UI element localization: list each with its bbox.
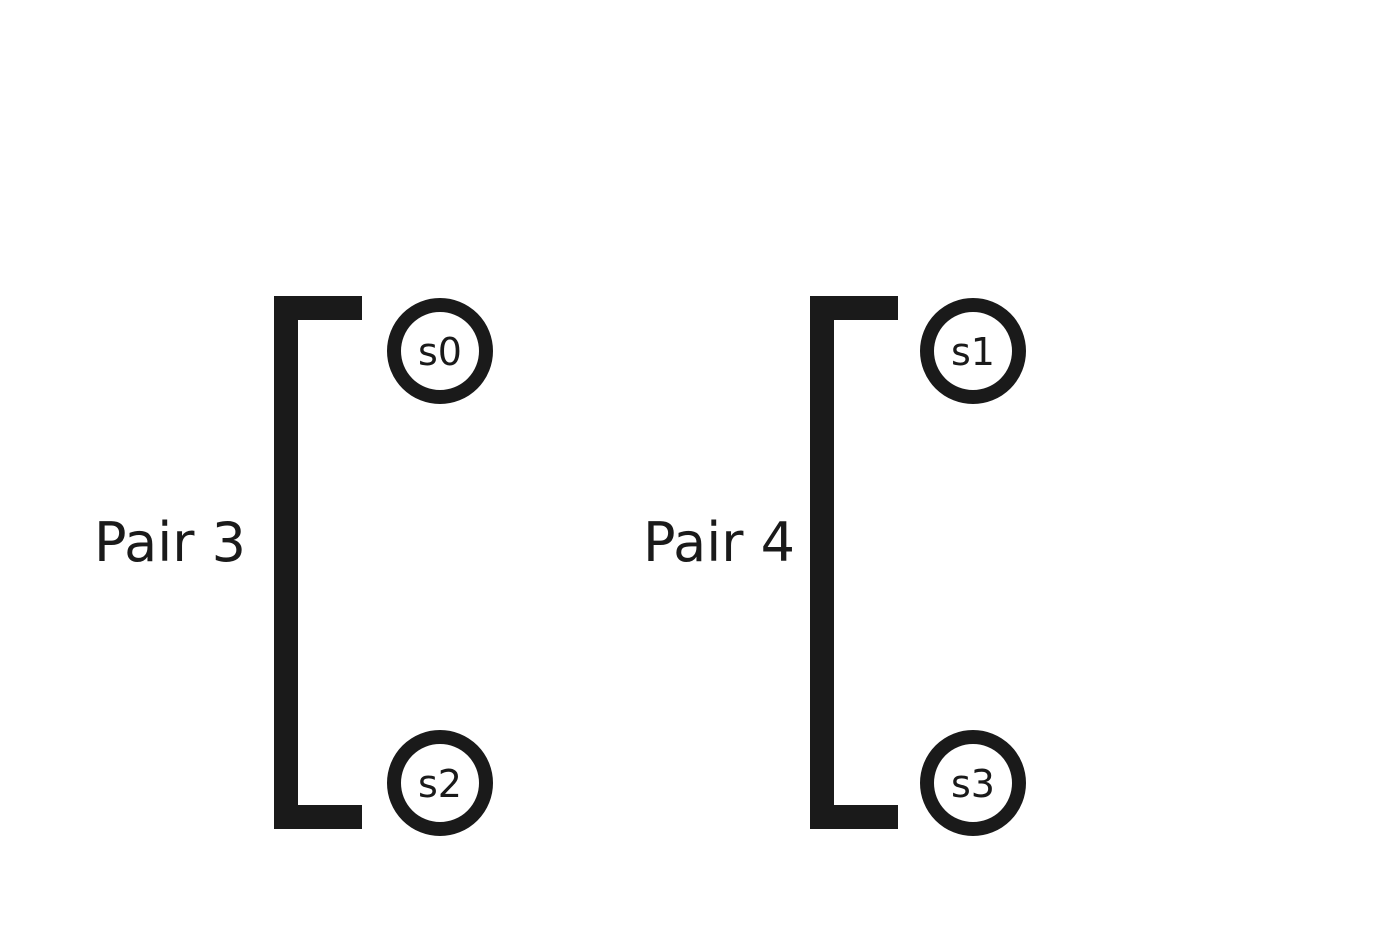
pair-label-4: Pair 4 xyxy=(643,511,795,574)
node-label: s2 xyxy=(418,762,462,806)
node-circle xyxy=(920,298,1026,404)
node-circle xyxy=(387,298,493,404)
node-s0: s0 xyxy=(387,298,493,404)
node-label: s3 xyxy=(951,762,995,806)
pair-bracket-4 xyxy=(810,296,898,829)
node-label: s1 xyxy=(951,330,995,374)
pair-label-3: Pair 3 xyxy=(94,511,246,574)
node-s2: s2 xyxy=(387,730,493,836)
pair-group-3: Pair 3 s0 s2 xyxy=(94,296,493,836)
node-circle xyxy=(387,730,493,836)
pair-group-4: Pair 4 s1 s3 xyxy=(643,296,1026,836)
pair-bracket-3 xyxy=(274,296,362,829)
node-circle xyxy=(920,730,1026,836)
node-label: s0 xyxy=(418,330,462,374)
node-s1: s1 xyxy=(920,298,1026,404)
node-s3: s3 xyxy=(920,730,1026,836)
